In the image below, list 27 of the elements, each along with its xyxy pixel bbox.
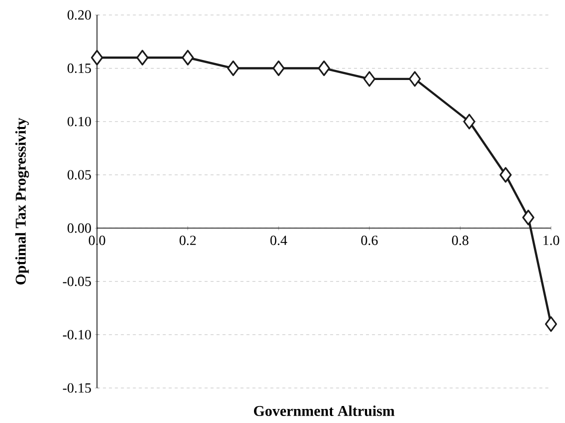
x-tick-label: 0.2 xyxy=(180,236,196,246)
point xyxy=(522,210,534,226)
point xyxy=(272,60,285,76)
x-tick-label: 0.6 xyxy=(361,236,378,246)
y-tick-label: -0.05 xyxy=(62,276,91,286)
point xyxy=(90,50,104,66)
y-tick-label: 0.15 xyxy=(68,64,91,74)
point xyxy=(544,316,558,332)
y-axis-title: Optimal Tax Progressivity xyxy=(15,118,29,284)
x-tick-label: 0.4 xyxy=(270,236,288,246)
point xyxy=(227,60,240,76)
point xyxy=(463,114,476,130)
x-tick-label: 0.8 xyxy=(452,236,468,246)
y-tick-label: 0.05 xyxy=(68,170,91,180)
point xyxy=(500,167,512,183)
y-tick-label: 0.10 xyxy=(68,116,91,126)
y-tick-label: 0.20 xyxy=(68,10,91,20)
point xyxy=(318,60,330,76)
y-tick-label: 0.00 xyxy=(68,223,91,233)
y-tick-label: -0.15 xyxy=(62,383,91,393)
x-axis-title: Government Altruism xyxy=(254,406,394,416)
point xyxy=(408,71,421,87)
y-tick-label: -0.10 xyxy=(62,330,91,340)
point xyxy=(182,50,194,66)
x-tick-label: 1.0 xyxy=(544,236,560,246)
point xyxy=(363,71,376,87)
point xyxy=(136,50,148,66)
